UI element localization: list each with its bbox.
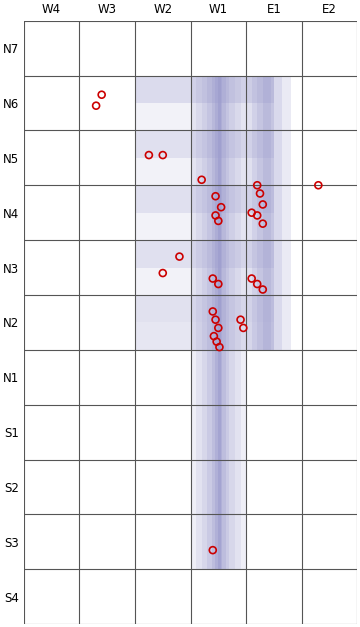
Bar [135, 295, 274, 350]
Point [213, 191, 219, 201]
Point [255, 279, 260, 289]
Point [215, 279, 221, 289]
Bar [135, 185, 274, 213]
Point [160, 268, 166, 278]
Point [240, 323, 246, 333]
Point [215, 216, 221, 226]
Bar [190, 75, 246, 569]
Point [160, 150, 166, 160]
Bar [212, 75, 226, 569]
Bar [252, 75, 282, 350]
Point [211, 331, 217, 341]
Bar [218, 75, 221, 569]
Point [199, 175, 204, 185]
Bar [196, 75, 240, 569]
Bar [246, 75, 291, 350]
Point [218, 202, 224, 212]
Bar [135, 185, 274, 240]
Point [210, 307, 216, 317]
Bar [257, 75, 274, 350]
Bar [135, 75, 274, 130]
Bar [207, 75, 229, 569]
Point [255, 180, 260, 190]
Point [210, 273, 216, 283]
Point [260, 285, 266, 295]
Point [255, 211, 260, 221]
Bar [215, 75, 222, 569]
Bar [202, 75, 235, 569]
Bar [135, 130, 274, 158]
Bar [135, 322, 274, 350]
Point [249, 208, 255, 218]
Bar [135, 75, 274, 103]
Point [217, 342, 222, 352]
Bar [135, 240, 274, 268]
Point [315, 180, 321, 190]
Point [99, 90, 104, 100]
Point [176, 251, 182, 261]
Point [249, 273, 255, 283]
Point [260, 219, 266, 229]
Point [214, 337, 220, 347]
Bar [135, 295, 274, 322]
Bar [263, 75, 271, 350]
Bar [135, 240, 274, 295]
Point [210, 545, 216, 555]
Point [93, 101, 99, 111]
Point [215, 323, 221, 333]
Bar [135, 130, 274, 185]
Point [213, 315, 219, 325]
Point [238, 315, 243, 325]
Point [260, 199, 266, 209]
Point [257, 189, 263, 199]
Point [213, 211, 219, 221]
Point [146, 150, 152, 160]
